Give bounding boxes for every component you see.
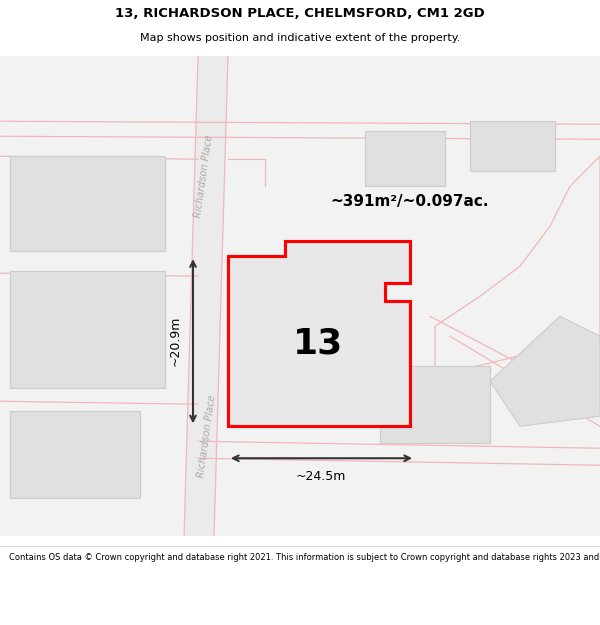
Text: Richardson Place: Richardson Place [193, 134, 215, 218]
Polygon shape [184, 56, 228, 536]
Text: ~391m²/~0.097ac.: ~391m²/~0.097ac. [330, 194, 488, 209]
Bar [470, 121, 555, 171]
Text: Richardson Place: Richardson Place [196, 394, 218, 478]
Bar [10, 156, 165, 251]
Text: 13, RICHARDSON PLACE, CHELMSFORD, CM1 2GD: 13, RICHARDSON PLACE, CHELMSFORD, CM1 2G… [115, 7, 485, 20]
Polygon shape [490, 316, 600, 426]
Bar [365, 131, 445, 186]
Polygon shape [228, 241, 410, 426]
Text: ~20.9m: ~20.9m [169, 316, 182, 366]
Text: ~24.5m: ~24.5m [296, 470, 346, 482]
Bar [380, 366, 490, 443]
Bar [10, 411, 140, 498]
Polygon shape [228, 241, 410, 426]
Text: Map shows position and indicative extent of the property.: Map shows position and indicative extent… [140, 33, 460, 43]
Bar [10, 271, 165, 388]
Text: Contains OS data © Crown copyright and database right 2021. This information is : Contains OS data © Crown copyright and d… [9, 554, 600, 562]
Text: 13: 13 [293, 326, 343, 360]
